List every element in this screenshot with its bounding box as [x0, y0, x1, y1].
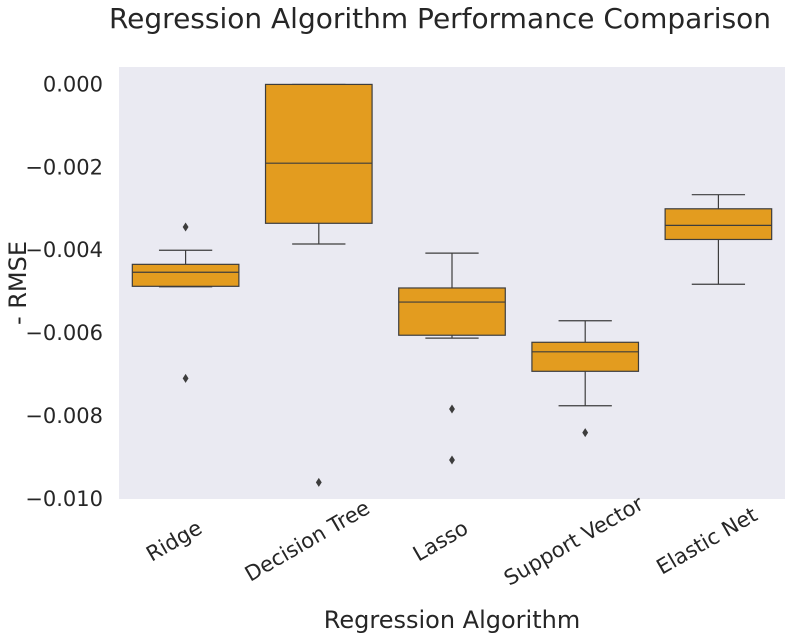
box-iqr	[131, 263, 240, 287]
y-tick-label: −0.008	[25, 404, 103, 428]
box-iqr	[664, 208, 773, 241]
x-axis: Ridge Decision Tree Lasso Support Vector Ela…	[142, 491, 761, 590]
box-group-support-vector	[531, 320, 640, 438]
box-group-ridge	[131, 222, 240, 383]
x-tick-label: Decision Tree	[241, 496, 374, 587]
x-tick-label: Ridge	[142, 516, 206, 567]
y-tick-label: −0.002	[25, 155, 103, 179]
box-iqr	[264, 83, 373, 224]
y-tick-label: −0.010	[25, 487, 103, 511]
y-axis-title: - RMSE	[4, 241, 32, 325]
outlier-point	[582, 428, 589, 438]
y-tick-label: −0.004	[25, 238, 103, 262]
y-tick-label: −0.006	[25, 321, 103, 345]
chart-title: Regression Algorithm Performance Compari…	[109, 2, 771, 35]
box-iqr	[398, 287, 506, 336]
box-group-decision-tree	[264, 83, 373, 487]
x-axis-title: Regression Algorithm	[324, 606, 580, 634]
x-tick-label: Lasso	[409, 516, 472, 566]
boxes-layer	[131, 83, 773, 487]
outlier-point	[449, 455, 455, 465]
y-axis: 0.000 −0.002 −0.004 −0.006 −0.008 −0.010	[25, 72, 103, 511]
outlier-point	[449, 404, 455, 414]
outlier-point	[182, 222, 189, 232]
outlier-point	[182, 373, 189, 383]
x-tick-label: Elastic Net	[652, 503, 761, 580]
box-iqr	[531, 341, 640, 372]
box-group-lasso	[398, 252, 506, 465]
box-group-elastic-net	[664, 194, 773, 285]
y-tick-label: 0.000	[43, 72, 103, 96]
x-tick-label: Support Vector	[500, 491, 648, 590]
outlier-point	[315, 477, 322, 487]
